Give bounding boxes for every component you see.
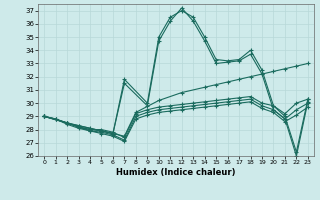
X-axis label: Humidex (Indice chaleur): Humidex (Indice chaleur)	[116, 168, 236, 177]
